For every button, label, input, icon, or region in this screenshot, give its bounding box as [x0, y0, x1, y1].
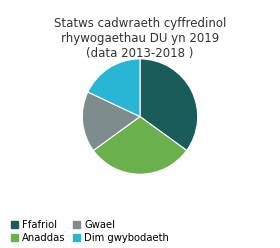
Wedge shape: [93, 117, 187, 174]
Wedge shape: [88, 59, 140, 117]
Wedge shape: [82, 92, 140, 151]
Wedge shape: [140, 59, 198, 151]
Text: Statws cadwraeth cyffredinol
rhywogaethau DU yn 2019
(data 2013-2018 ): Statws cadwraeth cyffredinol rhywogaetha…: [54, 17, 226, 60]
Legend: Ffafriol, Anaddas, Gwael, Dim gwybodaeth: Ffafriol, Anaddas, Gwael, Dim gwybodaeth: [11, 220, 169, 243]
